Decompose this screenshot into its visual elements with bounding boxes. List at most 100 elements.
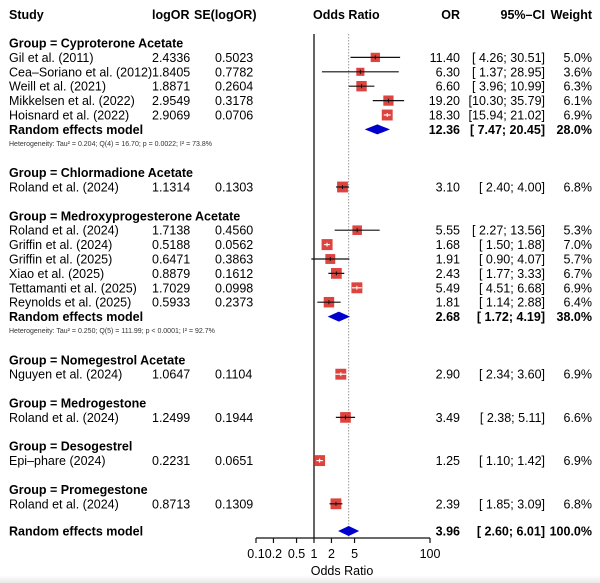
x-axis: 0.1 0.2 0.5 1 2 5 100 Odds Ratio (247, 537, 441, 578)
study-name: Epi–phare (2024) (9, 454, 106, 468)
ci-value: [ 2.60; 6.01] (477, 525, 545, 539)
or-value: 2.90 (436, 368, 460, 382)
study-name: Weill et al. (2021) (9, 80, 106, 94)
group-header: Group = Promegestone (9, 483, 148, 497)
weight-value: 28.0% (557, 123, 592, 137)
x-tick-label: 100 (420, 547, 441, 561)
group-header: Group = Nomegestrol Acetate (9, 353, 185, 367)
summary-diamond (338, 526, 360, 536)
or-value: 2.68 (436, 310, 460, 324)
or-value: 1.81 (436, 296, 460, 310)
x-tick-label: 0.5 (288, 547, 305, 561)
header-ci: 95%–CI (501, 8, 545, 22)
x-tick-label: 5 (351, 547, 358, 561)
logor-value: 0.2231 (152, 454, 190, 468)
study-name: Hoisnard et al. (2022) (9, 109, 129, 123)
table-row: Mikkelsen et al. (2022) 2.9549 0.3178 19.20… (9, 94, 592, 108)
se-value: 0.3178 (215, 94, 253, 108)
ci-value: [ 1.10; 1.42] (479, 454, 545, 468)
group-header: Group = Desogestrel (9, 440, 132, 454)
x-axis-label: Odds Ratio (311, 564, 374, 578)
group-header: Group = Medroxyprogesterone Acetate (9, 209, 240, 223)
table-row: Griffin et al. (2024) 0.5188 0.0562 1.68 [ 1… (9, 238, 592, 252)
ci-value: [ 1.72; 4.19] (477, 310, 545, 324)
x-tick-label: 0.2 (265, 547, 282, 561)
study-name: Tettamanti et al. (2025) (9, 281, 137, 295)
or-value: 5.49 (436, 281, 460, 295)
table-row: Gil et al. (2011) 2.4336 0.5023 11.40 [ 4.26… (9, 51, 592, 65)
study-name: Reynolds et al. (2025) (9, 296, 131, 310)
or-value: 1.68 (436, 238, 460, 252)
table-row: Reynolds et al. (2025) 0.5933 0.2373 1.81 [ … (9, 296, 592, 310)
se-value: 0.1944 (215, 411, 253, 425)
study-name: Nguyen et al. (2024) (9, 368, 122, 382)
weight-value: 6.9% (564, 281, 593, 295)
group-header: Group = Medrogestone (9, 397, 146, 411)
ci-value: [ 2.40; 4.00] (479, 181, 545, 195)
se-value: 0.0651 (215, 454, 253, 468)
logor-value: 0.5933 (152, 296, 190, 310)
study-name: Roland et al. (2024) (9, 411, 119, 425)
reference-lines (313, 34, 350, 538)
ci-value: [ 0.90; 4.07] (479, 253, 545, 267)
se-value: 0.5023 (215, 51, 253, 65)
or-value: 3.10 (436, 181, 460, 195)
or-value: 2.43 (436, 267, 460, 281)
group-header: Group = Chlormadione Acetate (9, 166, 193, 180)
study-name: Cea–Soriano et al. (2012) (9, 65, 152, 79)
ci-value: [ 4.26; 30.51] (472, 51, 545, 65)
weight-value: 6.3% (564, 80, 593, 94)
random-effects-row: Random effects model 2.68 [ 1.72; 4.19] 38.… (9, 310, 592, 324)
ci-value: [ 1.37; 28.95] (472, 65, 545, 79)
ci-value: [ 3.96; 10.99] (472, 80, 545, 94)
weight-value: 6.8% (564, 181, 593, 195)
se-value: 0.7782 (215, 65, 253, 79)
group-header: Group = Cyproterone Acetate (9, 37, 183, 51)
x-tick-label: 2 (328, 547, 335, 561)
ci-value: [ 2.38; 5.11] (480, 411, 545, 425)
or-value: 18.30 (429, 109, 460, 123)
se-value: 0.2604 (215, 80, 253, 94)
weight-value: 3.6% (564, 65, 593, 79)
weight-value: 5.0% (564, 51, 593, 65)
summary-diamond (364, 124, 391, 135)
se-value: 0.0562 (215, 238, 253, 252)
logor-value: 1.7138 (152, 224, 190, 238)
study-name: Griffin et al. (2024) (9, 238, 112, 252)
table-row: Roland et al. (2024) 1.2499 0.1944 3.49 [ 2.… (9, 411, 592, 425)
table-row: Griffin et al. (2025) 0.6471 0.3863 1.91 [ 0… (9, 253, 592, 267)
ci-value: [ 7.47; 20.45] (470, 123, 545, 137)
random-effects-row: Random effects model 12.36 [ 7.47; 20.45] 2… (9, 123, 592, 137)
study-name: Roland et al. (2024) (9, 181, 119, 195)
logor-value: 1.8405 (152, 65, 190, 79)
table-row: Hoisnard et al. (2022) 2.9069 0.0706 18.30 [… (9, 109, 592, 123)
weight-value: 6.9% (564, 454, 593, 468)
ci-value: [ 2.34; 3.60] (479, 368, 545, 382)
table-row: Tettamanti et al. (2025) 1.7029 0.0998 5.49… (9, 281, 592, 295)
or-value: 2.39 (436, 497, 460, 511)
random-effects-label: Random effects model (9, 123, 143, 137)
table-row: Roland et al. (2024) 0.8713 0.1309 2.39 [ 1.… (9, 497, 592, 511)
weight-value: 5.3% (564, 224, 593, 238)
column-headers: Study logOR SE(logOR) Odds Ratio OR 95%–… (9, 8, 593, 22)
se-value: 0.1309 (215, 497, 253, 511)
study-name: Gil et al. (2011) (9, 51, 94, 65)
ci-value: [10.30; 35.79] (469, 94, 545, 108)
logor-value: 2.9549 (152, 94, 190, 108)
se-value: 0.1612 (215, 267, 253, 281)
ci-value: [15.94; 21.02] (469, 109, 545, 123)
or-value: 5.55 (436, 224, 460, 238)
header-se: SE(logOR) (194, 8, 257, 22)
overall-row: Random effects model 3.96 [ 2.60; 6.01] 100… (9, 525, 592, 539)
weight-value: 5.7% (564, 253, 593, 267)
header-study: Study (9, 8, 44, 22)
se-value: 0.1303 (215, 181, 253, 195)
weight-value: 6.9% (564, 109, 593, 123)
logor-value: 1.1314 (152, 181, 190, 195)
se-value: 0.2373 (215, 296, 253, 310)
